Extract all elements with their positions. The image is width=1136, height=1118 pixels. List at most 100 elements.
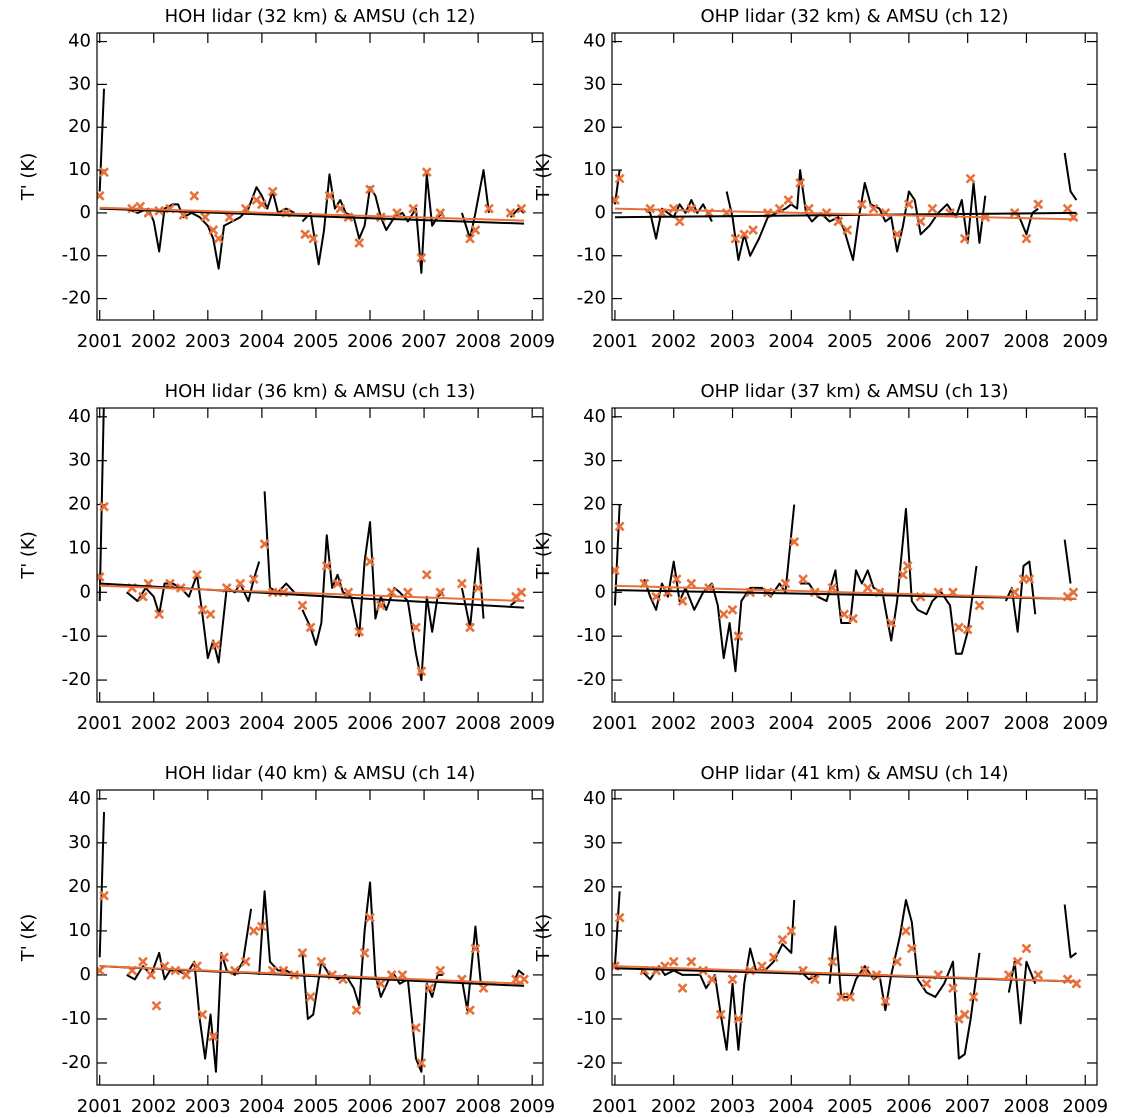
x-tick-label: 2008 [1004, 331, 1050, 352]
marker [365, 184, 375, 195]
y-tick-label: -20 [577, 288, 606, 309]
y-tick-label: -10 [62, 1008, 91, 1029]
panel: OHP lidar (41 km) & AMSU (ch 14) T' (K) -2… [533, 763, 1108, 1117]
marker [959, 233, 970, 244]
series-line [614, 965, 1077, 983]
y-tick-label: 20 [583, 876, 606, 897]
marker [927, 203, 938, 214]
x-tick-label: 2009 [1062, 331, 1108, 352]
x-tick-label: 2005 [293, 713, 339, 734]
marker [921, 978, 932, 989]
marker [783, 195, 794, 205]
plot-area [612, 891, 1082, 1060]
marker [375, 600, 386, 611]
marker [845, 992, 856, 1002]
marker [730, 233, 741, 244]
series-line [98, 88, 525, 274]
y-tick-label: 20 [583, 116, 606, 137]
series-line [98, 811, 525, 1073]
marker [1021, 943, 1032, 954]
x-tick-label: 2003 [185, 713, 231, 734]
marker [305, 622, 316, 633]
y-tick-label: 30 [68, 73, 91, 94]
y-tick-label: -10 [577, 245, 606, 266]
x-tick-label: 2002 [651, 1096, 697, 1117]
plot-frame [96, 789, 544, 1086]
marker [614, 173, 625, 184]
marker [718, 609, 729, 620]
x-tick-label: 2009 [509, 1096, 555, 1117]
y-tick-label: 30 [583, 450, 606, 471]
y-tick-label: -20 [62, 669, 91, 690]
x-tick-label: 2004 [768, 331, 814, 352]
marker [267, 186, 278, 197]
x-tick-label: 2005 [293, 1096, 339, 1117]
marker [953, 622, 964, 633]
marker [789, 536, 800, 547]
marker [516, 587, 527, 598]
marker [478, 983, 489, 994]
y-tick-label: 0 [80, 202, 91, 223]
marker [224, 212, 235, 223]
marker [715, 1009, 726, 1020]
y-tick-label: 40 [583, 31, 606, 52]
marker [868, 203, 879, 214]
marker [798, 574, 808, 585]
y-tick-label: 30 [583, 832, 606, 853]
y-tick-label: 0 [595, 202, 606, 223]
marker [324, 190, 335, 201]
x-tick-label: 2008 [455, 713, 501, 734]
y-tick-label: 0 [595, 581, 606, 602]
marker [859, 965, 870, 976]
marker [727, 974, 738, 985]
x-tick-label: 2003 [710, 331, 756, 352]
marker [435, 207, 446, 218]
marker [1033, 970, 1044, 980]
marker [421, 167, 432, 178]
marker [677, 596, 688, 606]
marker [213, 233, 224, 244]
series-line [614, 584, 1077, 600]
marker [386, 587, 397, 598]
marker [892, 956, 903, 967]
x-tick-label: 2007 [401, 713, 447, 734]
plot-area [97, 811, 529, 1073]
marker [962, 624, 973, 635]
marker [359, 947, 370, 958]
marker [435, 965, 446, 976]
series-line [614, 211, 1077, 219]
y-tick-label: -20 [62, 1052, 91, 1073]
y-tick-label: 40 [68, 406, 91, 427]
y-axis-label: T' (K) [533, 914, 554, 963]
marker [827, 956, 838, 967]
y-tick-label: 10 [68, 920, 91, 941]
marker [898, 569, 908, 580]
marker [1024, 574, 1035, 585]
y-tick-label: 10 [583, 159, 606, 180]
x-tick-label: 2006 [347, 331, 393, 352]
marker [219, 952, 229, 963]
marker [948, 983, 958, 994]
marker [505, 207, 516, 218]
marker [411, 1022, 421, 1033]
marker [827, 582, 838, 593]
x-tick-label: 2002 [651, 713, 697, 734]
x-tick-label: 2005 [293, 331, 339, 352]
series-line [613, 891, 1078, 1060]
marker [424, 983, 435, 994]
marker [1033, 199, 1044, 210]
marker [248, 925, 259, 936]
marker [1021, 233, 1032, 244]
marker [305, 992, 316, 1002]
x-tick-label: 2002 [131, 1096, 177, 1117]
y-tick-label: 20 [583, 494, 606, 515]
x-tick-label: 2007 [945, 331, 991, 352]
x-tick-label: 2006 [347, 1096, 393, 1117]
marker [733, 1014, 744, 1024]
y-tick-label: -10 [577, 625, 606, 646]
x-tick-label: 2006 [886, 1096, 932, 1117]
series-line [99, 965, 525, 985]
marker [192, 569, 202, 580]
marker [392, 207, 402, 218]
